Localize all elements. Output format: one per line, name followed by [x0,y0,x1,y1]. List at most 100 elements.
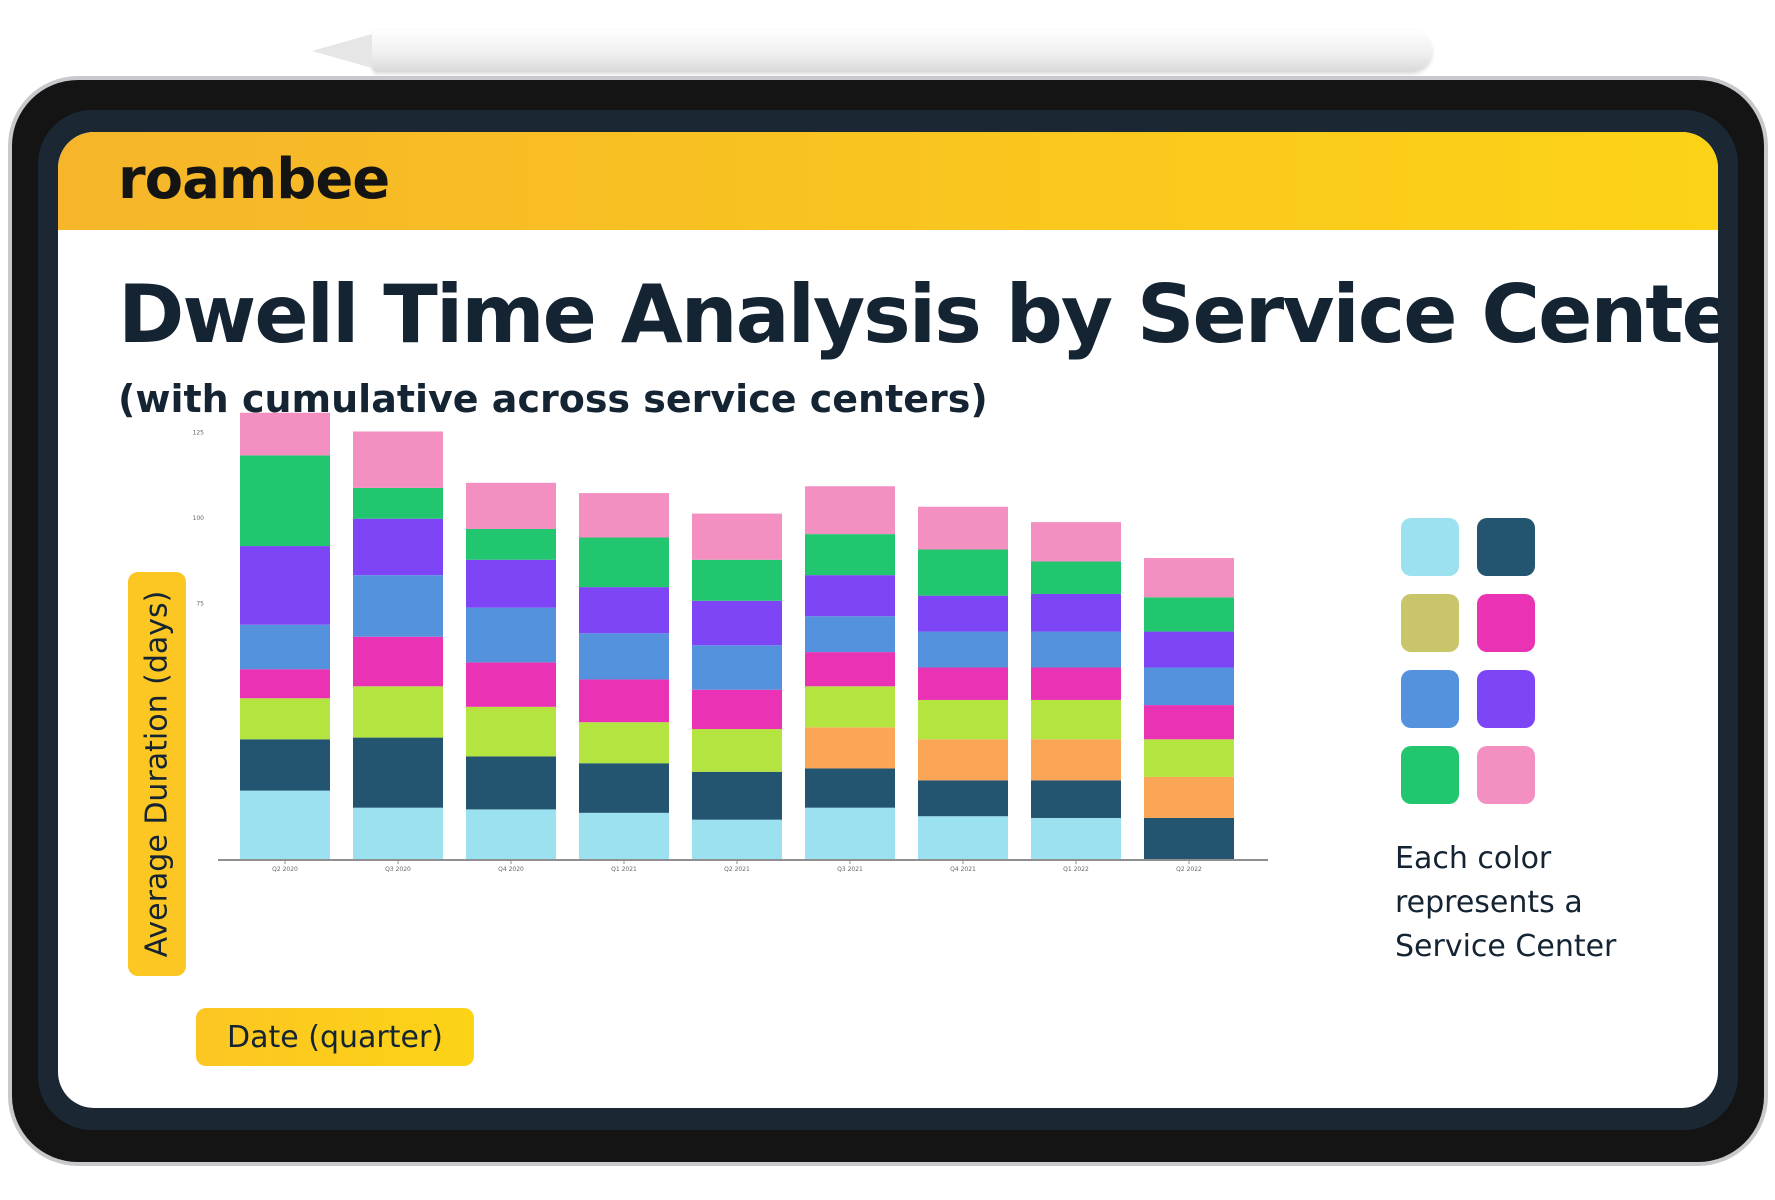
legend-swatch [1401,670,1459,728]
bar-segment [579,633,669,680]
bar-segment [805,534,895,576]
bar-segment [918,631,1008,668]
x-tick-label: Q3 2021 [837,866,863,873]
bar-segment [466,706,556,757]
bar-segment [240,739,330,791]
legend-swatch [1477,518,1535,576]
legend-swatch [1477,746,1535,804]
legend-swatch [1401,518,1459,576]
bar-segment [353,807,443,859]
legend-note-line: Service Center [1395,929,1617,964]
bar-segment [1031,739,1121,781]
legend-swatch [1401,594,1459,652]
bar-segment [1031,561,1121,594]
bar-segment [692,600,782,646]
x-tick-label: Q2 2020 [272,866,298,873]
bar-segment [466,528,556,560]
bar-segment [692,819,782,859]
bar-segment [353,518,443,576]
bar-segment [692,559,782,601]
bar-segment [918,780,1008,817]
bar-segment [805,486,895,535]
bar-segment [466,662,556,707]
bar-segment [692,645,782,690]
bar-segment [466,809,556,859]
bar-segment [1144,776,1234,818]
bar-segment [918,816,1008,859]
stacked-bar-chart: 75 100 125 Q2 2020 Q3 2020 Q4 2020 Q1 2021 Q2 2… [193,412,1268,873]
bar-segment [1031,817,1121,859]
header-banner: roambee [58,132,1718,230]
bar-segment [240,412,330,456]
bar-segment [353,636,443,687]
bar-segment [805,616,895,653]
legend-note-line: represents a [1395,885,1583,920]
bar-segment [1031,780,1121,818]
bar-segment [579,679,669,723]
bar-segment [579,537,669,588]
bar-segment [240,455,330,547]
stylus-pencil [312,30,1432,72]
bar-segment [805,807,895,859]
bar-segment [918,549,1008,596]
bar-segment [466,559,556,608]
x-tick-label: Q4 2021 [950,866,976,873]
bar-segment [579,812,669,859]
bar-segment [353,575,443,637]
bar-segment [1144,667,1234,706]
bar-segment [692,729,782,772]
y-tick-label: 125 [193,430,205,437]
bar-segment [692,513,782,560]
bar-segment [579,763,669,813]
bar-segment [1031,631,1121,668]
bar-segment [805,768,895,808]
bar-segment [353,737,443,808]
x-axis-label: Date (quarter) [227,1019,443,1055]
y-tick-label: 100 [193,515,205,522]
y-axis-label: Average Duration (days) [139,590,175,958]
legend-note: Each color represents a Service Center [1395,837,1616,969]
slide-title: Dwell Time Analysis by Service Center [118,268,1718,361]
bar-segment [1144,558,1234,598]
bar-segment [918,595,1008,632]
bar-segment [1031,667,1121,700]
bar-segment [240,698,330,740]
x-tick-label: Q1 2022 [1063,866,1089,873]
legend-swatch [1401,746,1459,804]
bar-segment [805,652,895,687]
y-tick-label: 75 [196,601,204,608]
bar-segment [466,756,556,810]
x-axis-label-box: Date (quarter) [196,1008,474,1066]
bar-segment [1031,699,1121,740]
brand-logo: roambee [118,147,390,212]
bar-segment [579,587,669,634]
x-tick-label: Q4 2020 [498,866,524,873]
legend-swatch [1477,670,1535,728]
x-tick-label: Q1 2021 [611,866,637,873]
bar-segment [353,686,443,738]
legend-note-line: Each color [1395,841,1552,876]
tablet-screen: roambee Dwell Time Analysis by Service C… [58,132,1718,1108]
x-tick-label: Q3 2020 [385,866,411,873]
bar-segment [805,727,895,769]
bar-segment [805,575,895,617]
bar-segment [579,722,669,764]
bar-segment [1144,739,1234,777]
bar-segment [353,487,443,519]
bar-segment [1144,631,1234,668]
bar-segment [1144,817,1234,859]
bar-segment [353,431,443,488]
legend-swatch [1477,594,1535,652]
y-axis-label-box [128,572,186,976]
x-tick-label: Q2 2021 [724,866,750,873]
bar-segment [918,699,1008,740]
bar-segment [466,607,556,663]
bar-segment [805,686,895,728]
bar-segment [1031,593,1121,632]
bar-segment [240,546,330,625]
bar-segment [240,790,330,859]
bar-segment [1144,705,1234,740]
bar-segment [918,667,1008,700]
bar-segment [1031,522,1121,562]
bar-segment [918,739,1008,781]
